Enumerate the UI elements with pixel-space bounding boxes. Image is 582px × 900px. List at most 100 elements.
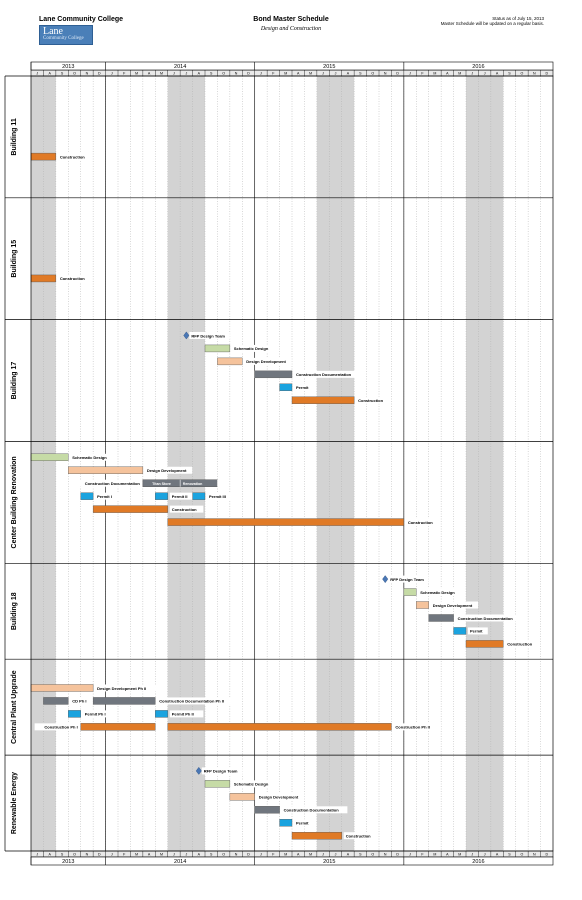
task-label: Construction Documentation [85, 481, 141, 486]
task-label-background [57, 153, 92, 161]
task-label-background [201, 767, 243, 775]
task-label: Design Development [433, 603, 473, 608]
task-bar [92, 505, 168, 513]
task-label: Permit [296, 385, 309, 390]
month-label: O [371, 853, 374, 857]
month-label: S [508, 72, 511, 76]
logo-tagline: Community College [43, 36, 84, 41]
task-bar [204, 780, 231, 788]
year-label: 2016 [472, 859, 484, 865]
month-label: N [86, 853, 89, 857]
task-label-background [388, 575, 429, 583]
task-label-background [169, 492, 197, 500]
shaded-period [316, 76, 355, 851]
task-label-background [356, 396, 390, 404]
task-bar [43, 697, 69, 705]
month-label: J [484, 853, 486, 857]
task-label-background [76, 479, 142, 487]
status-date: Status as of July 15, 2013 [492, 16, 544, 21]
year-label: 2013 [62, 64, 74, 70]
month-label: A [496, 853, 499, 857]
task-label-background [82, 710, 115, 718]
month-label: M [309, 72, 312, 76]
task-label-background [70, 697, 93, 705]
section-label: Building 18 [11, 592, 18, 630]
month-label: F [123, 72, 126, 76]
section-label: Building 15 [11, 240, 18, 278]
task-label: Permit [296, 821, 309, 826]
month-label: D [396, 853, 399, 857]
month-label: A [148, 853, 151, 857]
month-label: D [396, 72, 399, 76]
task-label: Construction [60, 276, 85, 281]
task-label: CD Ph I [72, 699, 86, 704]
month-label: A [297, 72, 300, 76]
organization-name: Lane Community College [39, 16, 124, 23]
month-label: J [36, 72, 38, 76]
task-label: Construction Documentation [284, 808, 340, 813]
shaded-period [466, 76, 504, 851]
task-label: RFP Design Team [390, 577, 424, 582]
month-label: A [48, 72, 51, 76]
task-label-background [430, 601, 479, 609]
page-subtitle: Design and Construction [260, 26, 322, 32]
task-label-background [144, 466, 193, 474]
task-bar [68, 710, 81, 718]
task-label-background [343, 832, 378, 840]
task-label-background [244, 357, 292, 365]
task-label: Schematic Design [72, 455, 107, 460]
month-label: J [260, 853, 262, 857]
task-label-background [418, 588, 462, 596]
chart-frame [30, 75, 554, 852]
task-bar [279, 819, 293, 827]
month-label: N [235, 72, 238, 76]
month-label: D [545, 853, 548, 857]
task-label-background [169, 505, 204, 513]
task-bar [291, 832, 342, 840]
task-bar [291, 396, 355, 404]
task-label-background [95, 684, 157, 692]
task-label-background [405, 518, 440, 526]
shaded-period [167, 76, 205, 851]
task-bar [155, 710, 168, 718]
segment-label: Renovation [183, 482, 203, 486]
month-label: M [433, 72, 436, 76]
month-label: F [272, 853, 275, 857]
task-label: Construction [60, 154, 85, 159]
section-label: Building 11 [11, 118, 18, 155]
year-label: 2014 [174, 64, 186, 70]
college-logo: Lane Community College [39, 25, 93, 45]
section-label: Building 17 [11, 362, 18, 400]
task-label: Design Development Ph II [97, 686, 146, 691]
task-bar [254, 806, 280, 814]
task-bar [155, 492, 168, 500]
section-label: Central Plant Upgrade [11, 670, 18, 744]
month-label: J [335, 853, 337, 857]
task-label-background [207, 492, 236, 500]
task-label-background [169, 710, 204, 718]
month-label: A [297, 853, 300, 857]
month-label: A [148, 72, 151, 76]
task-label: Construction [507, 642, 532, 647]
month-label: J [185, 853, 187, 857]
task-bar [68, 466, 144, 474]
month-label: O [371, 72, 374, 76]
month-label: S [61, 853, 64, 857]
month-label: N [533, 72, 536, 76]
task-bar [428, 614, 454, 622]
task-label-background [256, 793, 305, 801]
month-label: M [458, 853, 461, 857]
task-bar [465, 640, 504, 648]
task-label: Design Development [246, 359, 286, 364]
milestone-marker [183, 331, 190, 340]
task-label: Permit Ph I [85, 712, 106, 717]
task-label: RFP Design Team [191, 333, 225, 338]
task-label: Construction [172, 507, 197, 512]
month-label: O [222, 853, 225, 857]
month-label: S [61, 72, 64, 76]
month-label: D [98, 72, 101, 76]
month-label: M [284, 853, 287, 857]
month-label: S [359, 72, 362, 76]
month-label: S [508, 853, 511, 857]
task-label-background [95, 492, 120, 500]
